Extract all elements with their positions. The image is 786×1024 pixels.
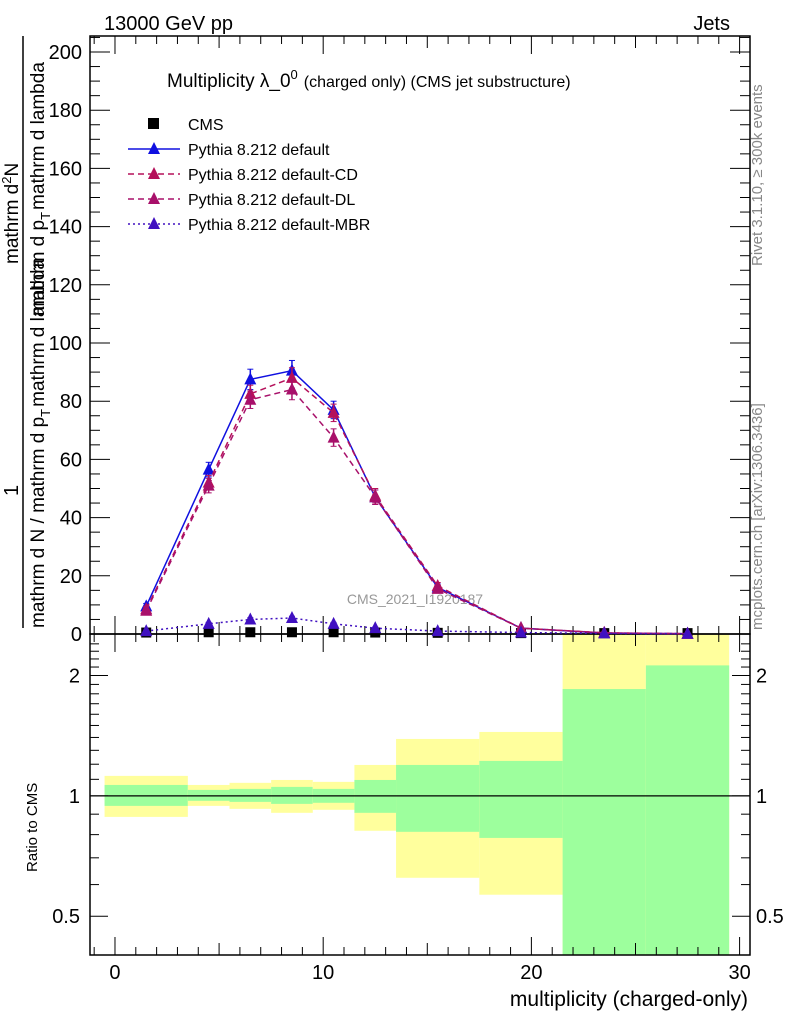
ratio-y-tick-label-right: 2 [756,666,767,688]
series-pythia-8-212-default-mbr [140,610,694,639]
series-line [145,377,688,635]
y-tick-label: 120 [49,275,82,297]
data-point [202,462,215,475]
ylabel-denominator: mathrm d N / mathrm d pTmathrm d lambda [28,259,53,628]
ratio-panel: 0.5 0.51 12 20 10 20 30 [52,36,784,984]
legend-item: Pythia 8.212 default-MBR [128,217,370,234]
data-point [328,627,339,638]
x-axis-label: multiplicity (charged-only) [510,988,748,1011]
legend-item: Pythia 8.212 default [128,142,330,159]
data-point [514,625,527,638]
legend-label: Pythia 8.212 default-CD [188,167,358,184]
y-tick-label: 200 [49,42,82,64]
data-point [244,392,257,405]
ratio-y-tick-label: 2 [69,666,80,688]
legend-item: Pythia 8.212 default-DL [128,192,355,209]
inner-band-bin [645,665,730,955]
x-tick-label: 30 [728,962,750,984]
data-point [140,624,153,637]
legend-label: Pythia 8.212 default-DL [188,192,355,209]
data-point [286,627,297,638]
legend-marker [148,217,160,229]
ylabel-numerator-den: mathrm d pTmathrm d lambda [28,62,53,316]
y-tick-label: 20 [60,566,82,588]
data-point [285,610,298,623]
legend-label: Pythia 8.212 default-MBR [188,217,370,234]
data-point [244,612,257,625]
mcplots-label: mcplots.cern.ch [arXiv:1306.3436] [749,403,766,630]
y-tick-label: 80 [60,391,82,413]
y-tick-label: 160 [49,158,82,180]
ratio-y-axis-label: Ratio to CMS [24,783,41,872]
y-tick-label: 140 [49,217,82,239]
ratio-y-tick-label: 1 [69,786,80,808]
ylabel-numerator: mathrm d2N [0,163,23,264]
y-tick-label: 100 [49,333,82,355]
data-point [369,490,382,503]
legend-marker [148,118,159,129]
y-tick-label: 0 [71,624,82,646]
chart-title: Multiplicity λ_00 (charged only) (CMS jet… [167,67,571,92]
main-panel: 0 20 40 60 80 100 120 140 160 180 200 [49,35,751,646]
legend-marker [148,192,160,204]
ylabel-one: 1 [1,485,23,496]
rivet-label: Rivet 3.1.10, ≥ 300k events [749,84,766,266]
data-point [327,616,340,629]
header-left: 13000 GeV pp [104,13,233,35]
legend-marker [148,142,160,154]
legend: CMS Pythia 8.212 default Pythia 8.212 defa… [128,117,370,234]
header-right: Jets [693,13,730,35]
data-point [369,621,382,634]
data-point [245,627,256,638]
y-tick-label: 60 [60,449,82,471]
legend-item: Pythia 8.212 default-CD [128,167,358,184]
inner-band-bin [479,760,563,838]
y-tick-label: 180 [49,100,82,122]
x-tick-label: 20 [520,962,542,984]
data-point [285,370,298,383]
inner-band-bin [562,689,646,955]
data-point [244,372,257,385]
data-point [681,626,694,639]
data-point [202,616,215,629]
main-frame [89,35,751,635]
legend-label: Pythia 8.212 default [188,142,330,159]
inner-band-bin [396,764,480,832]
data-point [431,581,444,594]
legend-item: CMS [148,117,224,134]
x-tick-label: 0 [109,962,120,984]
ratio-y-tick-label: 0.5 [52,906,80,928]
y-axis-label-main: 1 mathrm d N / mathrm d pTmathrm d lambd… [0,36,53,628]
data-point [203,627,214,638]
ratio-y-tick-label-right: 1 [756,786,767,808]
data-point [327,430,340,443]
x-tick-label: 10 [312,962,334,984]
data-point [431,624,444,637]
data-point [327,405,340,418]
ratio-y-tick-label-right: 0.5 [756,906,784,928]
watermark: CMS_2021_I1920187 [347,591,483,607]
chart-title-sup: 0 [291,67,298,82]
chart-title-main: Multiplicity λ_0 [167,71,291,92]
legend-marker [148,167,160,179]
data-point [598,626,611,639]
legend-label: CMS [188,117,224,134]
y-tick-label: 40 [60,508,82,530]
data-point [140,603,153,616]
data-point [202,478,215,491]
data-point [285,382,298,395]
chart-title-rest: (charged only) (CMS jet substructure) [304,74,571,91]
